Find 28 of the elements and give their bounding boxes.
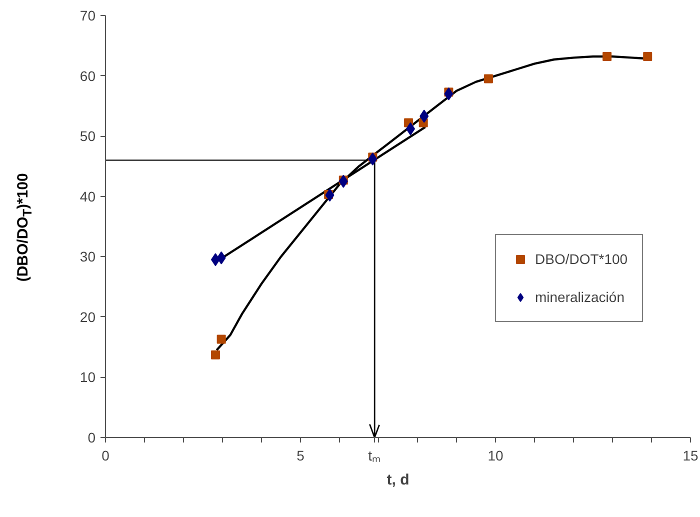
x-axis-title: t, d [386,472,410,488]
point [338,174,348,188]
point [216,251,226,264]
y-tick-label: 10 [80,369,96,386]
point [643,52,652,61]
x-tick-label: tₘ [368,448,382,464]
point [444,87,454,100]
y-tick-label: 30 [80,248,96,265]
x-tick-label: 10 [488,448,504,464]
x-tick-label: 0 [102,448,110,464]
point [406,122,415,136]
point [325,188,334,202]
legend-label: mineralización [535,289,624,305]
y-tick-label: 0 [88,430,96,446]
point [602,52,612,61]
point [484,74,493,84]
y-tick-label: 50 [80,128,96,144]
point [210,350,220,360]
legend-label: DBO/DOT*100 [535,251,628,267]
y-tick-label: 70 [80,8,96,24]
point [216,334,226,344]
y-tick-label: 60 [80,68,96,84]
x-tick-label: 5 [296,448,305,464]
x-tick-label: 15 [682,448,698,464]
y-tick-label: 20 [80,308,96,325]
point [420,110,429,123]
point [368,152,378,166]
y-tick-label: 40 [80,188,96,204]
